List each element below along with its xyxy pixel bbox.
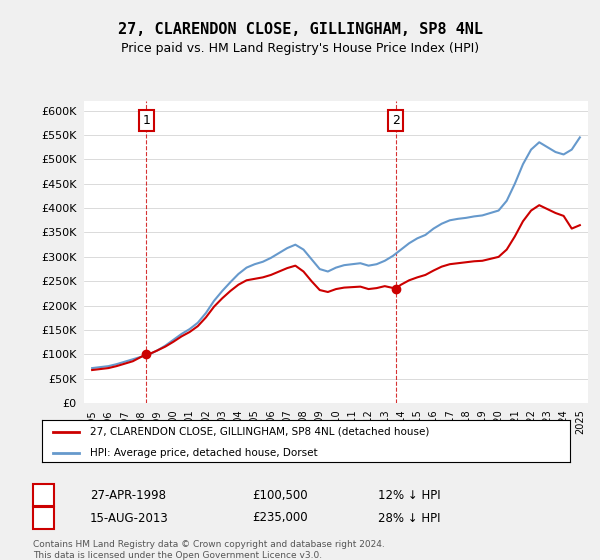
Text: 28% ↓ HPI: 28% ↓ HPI — [378, 511, 440, 525]
FancyBboxPatch shape — [33, 507, 54, 529]
Text: 27-APR-1998: 27-APR-1998 — [90, 488, 166, 502]
FancyBboxPatch shape — [33, 484, 54, 506]
Text: 27, CLARENDON CLOSE, GILLINGHAM, SP8 4NL (detached house): 27, CLARENDON CLOSE, GILLINGHAM, SP8 4NL… — [89, 427, 429, 437]
Text: £235,000: £235,000 — [252, 511, 308, 525]
Text: 1: 1 — [40, 488, 47, 502]
Text: 2: 2 — [40, 511, 47, 525]
Text: 2: 2 — [392, 114, 400, 127]
Text: 15-AUG-2013: 15-AUG-2013 — [90, 511, 169, 525]
Text: 27, CLARENDON CLOSE, GILLINGHAM, SP8 4NL: 27, CLARENDON CLOSE, GILLINGHAM, SP8 4NL — [118, 22, 482, 38]
Text: Contains HM Land Registry data © Crown copyright and database right 2024.
This d: Contains HM Land Registry data © Crown c… — [33, 540, 385, 560]
Text: HPI: Average price, detached house, Dorset: HPI: Average price, detached house, Dors… — [89, 448, 317, 458]
Text: Price paid vs. HM Land Registry's House Price Index (HPI): Price paid vs. HM Land Registry's House … — [121, 42, 479, 55]
Text: £100,500: £100,500 — [252, 488, 308, 502]
Text: 12% ↓ HPI: 12% ↓ HPI — [378, 488, 440, 502]
Text: 1: 1 — [142, 114, 150, 127]
